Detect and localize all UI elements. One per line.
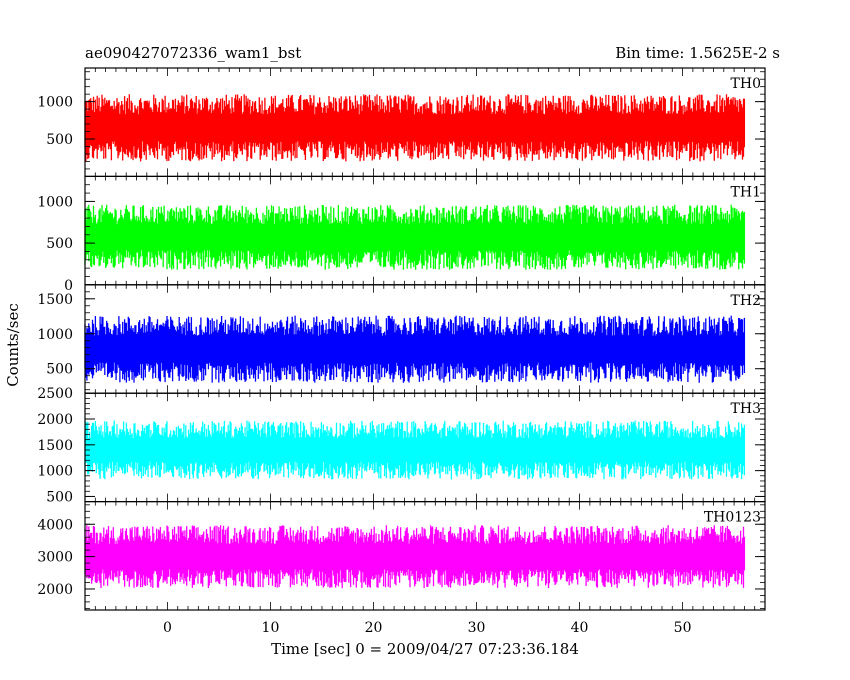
series-th1 <box>84 204 746 270</box>
x-tick-label: 40 <box>571 620 589 636</box>
y-tick-label: 1000 <box>37 327 73 343</box>
y-tick-label: 500 <box>46 489 73 505</box>
y-tick-label: 500 <box>46 362 73 378</box>
y-tick-label: 3000 <box>37 550 73 566</box>
panel-label: TH0 <box>731 76 761 92</box>
bin-time-label: Bin time: 1.5625E-2 s <box>615 44 780 62</box>
panel-th2: 500 1000 1500 TH2 <box>37 284 766 394</box>
x-tick-label: 0 <box>163 620 172 636</box>
y-tick-label: 1000 <box>37 95 73 111</box>
x-tick-label: 10 <box>262 620 280 636</box>
panel-th0: 500 1000 TH0 <box>37 67 766 178</box>
panel-label: TH2 <box>731 293 761 309</box>
y-tick-label: 0 <box>64 278 73 294</box>
y-tick-label: 1500 <box>37 292 73 308</box>
panel-label: TH3 <box>731 401 761 417</box>
panel-label: TH0123 <box>704 510 761 526</box>
y-tick-label: 1500 <box>37 438 73 454</box>
x-tick-label: 50 <box>674 620 692 636</box>
y-tick-label: 2500 <box>37 386 73 402</box>
panel-th1: 0 500 1000 TH1 <box>37 175 766 294</box>
y-tick-label: 2000 <box>37 582 73 598</box>
y-tick-label: 1000 <box>37 194 73 210</box>
y-tick-label: 2000 <box>37 412 73 428</box>
y-axis-label: Counts/sec <box>4 303 22 387</box>
y-tick-label: 500 <box>46 236 73 252</box>
y-tick-label: 500 <box>46 132 73 148</box>
panel-label: TH1 <box>731 184 761 200</box>
panel-th0123: 2000 3000 4000 TH0123 <box>37 501 766 611</box>
x-axis-label: Time [sec] 0 = 2009/04/27 07:23:36.184 <box>271 640 579 658</box>
y-tick-label: 4000 <box>37 517 73 533</box>
y-tick-label: 1000 <box>37 464 73 480</box>
series-th0123 <box>84 525 746 589</box>
x-tick-label: 20 <box>365 620 383 636</box>
x-axis: 0 10 20 30 40 50 <box>163 620 692 636</box>
x-tick-label: 30 <box>468 620 486 636</box>
panels-group: 500 1000 TH0 0 500 1000 TH1 500 1000 1500 TH2 500 10… <box>37 67 766 611</box>
panel-th3: 500 1000 1500 2000 2500 TH3 <box>37 386 766 505</box>
series-th2 <box>84 315 746 383</box>
series-th0 <box>84 94 746 162</box>
series-th3 <box>84 420 746 480</box>
chart-title: ae090427072336_wam1_bst <box>85 44 301 62</box>
